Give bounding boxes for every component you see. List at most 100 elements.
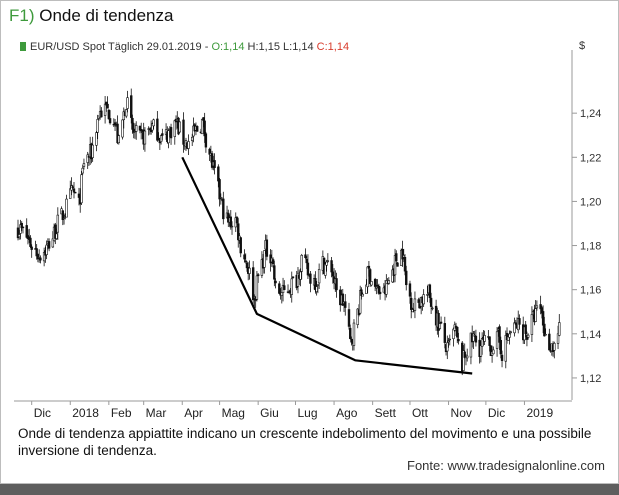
x-tick-label: Dic <box>488 406 505 420</box>
candle-body <box>376 284 379 287</box>
candle-body <box>159 135 163 143</box>
candle-body <box>113 122 117 126</box>
candle-body <box>108 118 112 124</box>
candle-body <box>283 285 286 290</box>
candle-body <box>403 257 407 272</box>
figure-title: F1) Onde di tendenza <box>9 6 173 26</box>
candle-body <box>504 335 507 362</box>
candle-body <box>139 128 143 132</box>
candle-body <box>256 274 260 277</box>
candle-body <box>309 273 312 284</box>
candle-body <box>239 237 242 254</box>
candle-body <box>21 226 25 229</box>
x-tick-label: 2019 <box>526 406 553 420</box>
legend-open: O:1,14 <box>211 41 245 53</box>
candle-body <box>130 95 133 118</box>
legend-separator: - <box>204 41 209 53</box>
candle-body <box>200 118 204 135</box>
candle-body <box>393 255 397 276</box>
candle-body <box>479 345 483 357</box>
x-tick-label: Ott <box>412 406 429 420</box>
candle-body <box>385 280 388 295</box>
candle-body <box>290 278 293 295</box>
series-swatch-icon <box>20 42 26 51</box>
candle-body <box>452 328 455 340</box>
candle-body <box>474 335 478 343</box>
candle-body <box>195 126 199 132</box>
candle-body <box>152 119 155 127</box>
candle-body <box>161 133 164 136</box>
candle-body <box>95 132 98 146</box>
chart-legend: EUR/USD Spot Täglich 29.01.2019 - O:1,14… <box>20 41 349 53</box>
candle-body <box>291 276 295 278</box>
candle-body <box>553 343 556 351</box>
candle-body <box>304 254 307 259</box>
candle-body <box>51 238 55 248</box>
candle-body <box>30 246 33 250</box>
candle-body <box>191 136 194 141</box>
x-tick-label: Sett <box>375 406 397 420</box>
candle-body <box>62 217 66 219</box>
candle-body <box>316 284 320 286</box>
y-tick-label: 1,14 <box>580 329 601 341</box>
candle-body <box>396 262 399 267</box>
candle-body <box>534 308 537 322</box>
candle-body <box>405 270 408 286</box>
candle-body <box>330 260 333 273</box>
candle-body <box>317 269 321 284</box>
candle-body <box>370 281 373 286</box>
candle-body <box>274 280 277 284</box>
candle-body <box>20 222 23 229</box>
candle-body <box>251 267 255 301</box>
candle-body <box>356 308 359 325</box>
legend-close: C:1,14 <box>316 41 350 53</box>
candle-body <box>349 327 352 339</box>
candle-body <box>121 119 124 138</box>
candle-body <box>352 322 356 346</box>
candle-body <box>265 239 269 257</box>
x-tick-label: Mar <box>146 406 167 420</box>
candle-body <box>395 253 398 262</box>
candle-body <box>410 297 413 310</box>
candle-body <box>387 280 391 284</box>
candle-body <box>229 216 232 228</box>
candle-body <box>358 290 362 314</box>
candle-body <box>326 260 330 262</box>
x-tick-label: Dic <box>34 406 51 420</box>
candle-body <box>408 283 412 297</box>
y-tick-label: 1,12 <box>580 373 601 385</box>
candle-body <box>248 267 251 274</box>
candle-body <box>305 258 308 264</box>
candle-body <box>187 141 190 149</box>
candle-body <box>431 307 434 310</box>
x-tick-label: Mag <box>222 406 245 420</box>
candle-body <box>438 323 442 329</box>
candle-body <box>335 278 338 291</box>
candle-body <box>299 271 302 280</box>
candle-body <box>29 237 32 247</box>
legend-high: H:1,15 <box>247 41 280 53</box>
candle-body <box>402 255 405 258</box>
x-tick-label: Nov <box>451 406 472 420</box>
y-tick-label: 1,18 <box>580 241 601 253</box>
candle-body <box>306 262 310 276</box>
candle-body <box>535 305 539 309</box>
candle-body <box>300 254 303 272</box>
candle-body <box>107 109 111 120</box>
candle-body <box>413 298 417 311</box>
figure-label: F1) <box>9 6 35 25</box>
candle-body <box>426 294 429 296</box>
candle-body <box>368 269 372 285</box>
candle-body <box>488 336 491 346</box>
candle-body <box>278 283 281 294</box>
candle-body <box>411 309 414 313</box>
candle-body <box>116 123 119 144</box>
candle-body <box>544 333 547 336</box>
candle-body <box>378 291 382 295</box>
candle-body <box>39 257 42 261</box>
candle-body <box>556 333 560 344</box>
candle-body <box>325 261 328 266</box>
candle-body <box>530 314 534 335</box>
candle-body <box>96 119 99 133</box>
candle-body <box>126 97 129 109</box>
